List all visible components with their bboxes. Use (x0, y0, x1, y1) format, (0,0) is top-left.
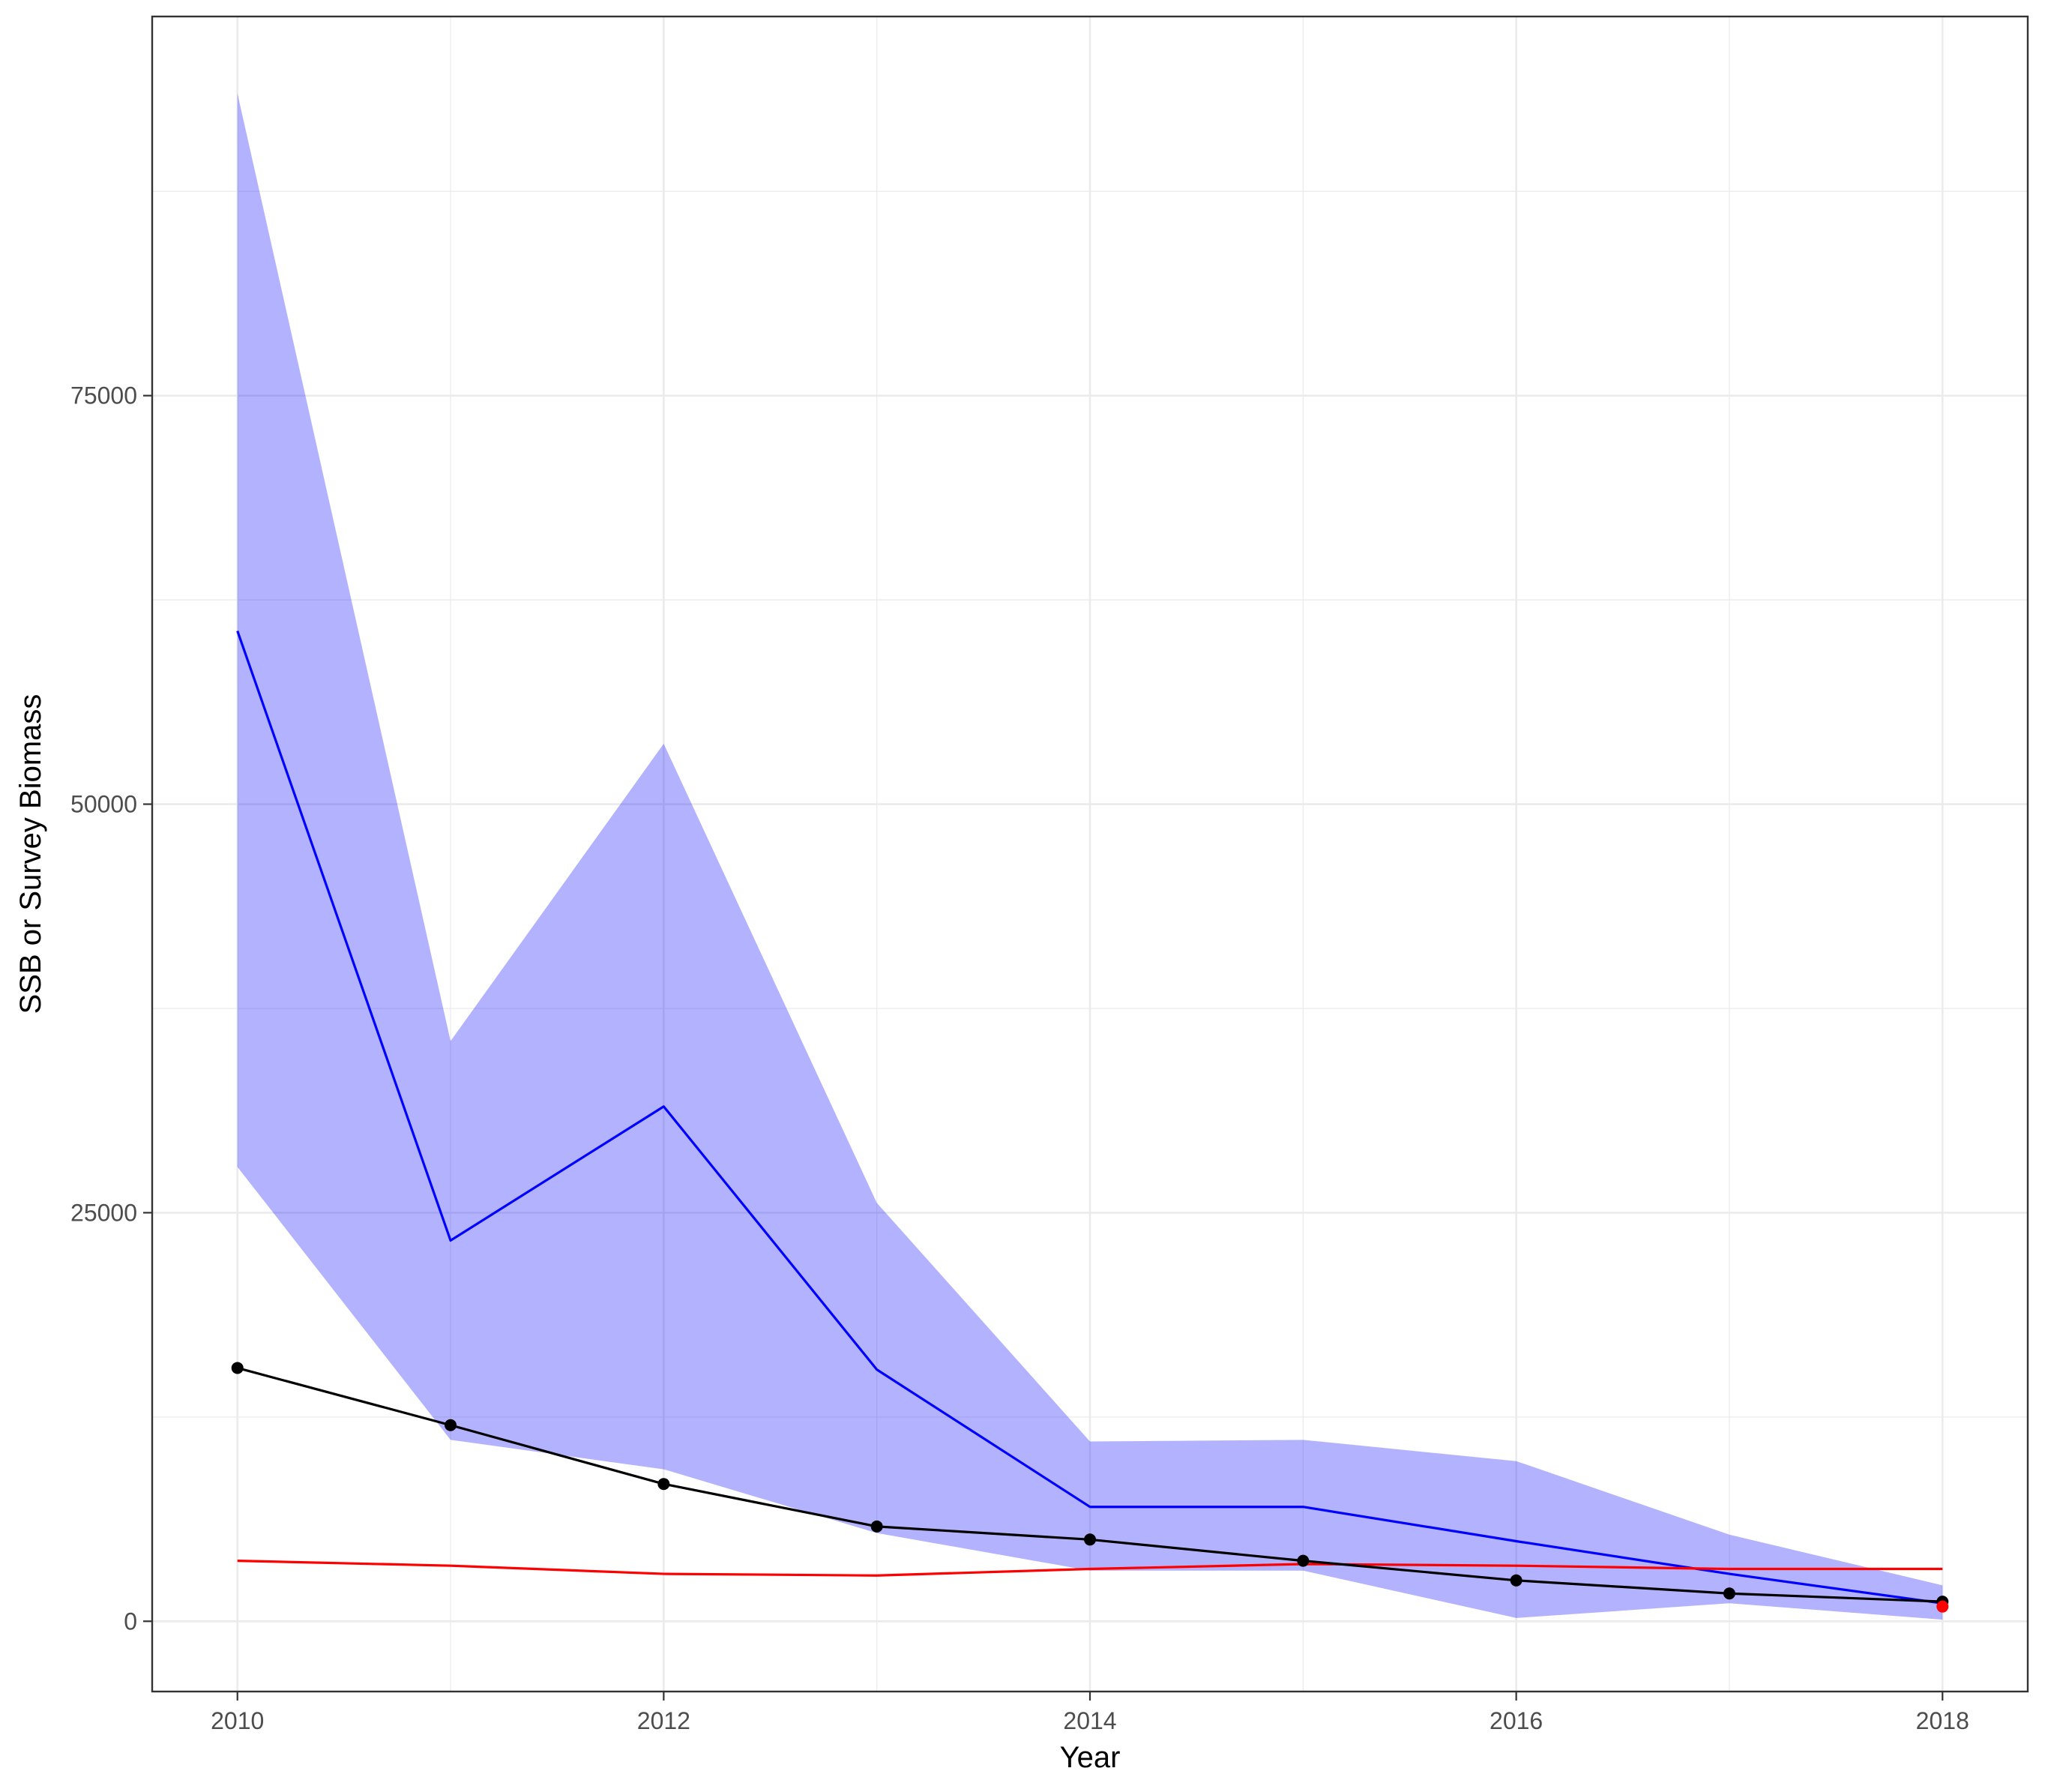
y-tick-label: 0 (124, 1608, 137, 1635)
axes: 2010 2012 2014 2016 2018 0 25000 50000 75000 (70, 382, 1969, 1734)
black-series-point (231, 1362, 244, 1374)
black-series-point (1084, 1533, 1096, 1546)
grid (152, 16, 2028, 1692)
y-axis-title: SSB or Survey Biomass (14, 694, 47, 1014)
blue-series-line (236, 630, 1943, 1605)
plot-series (231, 93, 1949, 1620)
y-tick-label: 75000 (70, 382, 137, 409)
black-series-point (870, 1520, 883, 1533)
confidence-ribbon (237, 93, 1943, 1620)
y-tick-label: 25000 (70, 1199, 137, 1226)
x-tick-label: 2012 (637, 1707, 690, 1734)
black-series-point (657, 1478, 670, 1491)
black-series-point (1297, 1554, 1310, 1567)
x-tick-label: 2018 (1916, 1707, 1969, 1734)
x-tick-label: 2016 (1490, 1707, 1543, 1734)
x-tick-label: 2010 (211, 1707, 264, 1734)
black-series-point (1510, 1574, 1523, 1587)
x-axis-title: Year (1060, 1741, 1121, 1774)
red-series-point (1936, 1600, 1949, 1613)
black-series-point (445, 1419, 457, 1431)
x-tick-label: 2014 (1063, 1707, 1116, 1734)
black-series-point (1723, 1587, 1735, 1600)
y-tick-label: 50000 (70, 791, 137, 818)
red-series-line (237, 1560, 1943, 1577)
